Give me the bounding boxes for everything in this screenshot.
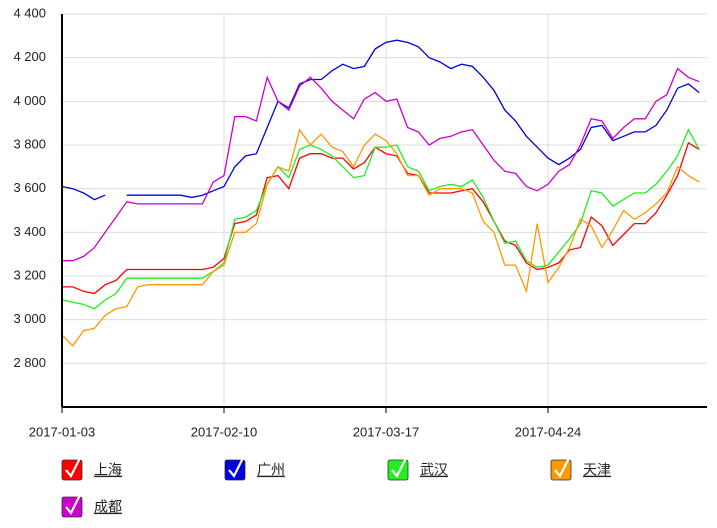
- y-tick-label: 4 200: [13, 49, 46, 64]
- legend-label[interactable]: 上海: [94, 462, 122, 478]
- legend-label[interactable]: 天津: [583, 462, 611, 478]
- series-line: [62, 141, 700, 295]
- legend-check[interactable]: [554, 457, 570, 478]
- legend-swatch[interactable]: [387, 459, 409, 481]
- y-tick-label: 2 800: [13, 355, 46, 370]
- legend-item[interactable]: 成都: [61, 494, 122, 518]
- legend-label[interactable]: 广州: [257, 462, 285, 478]
- legend-check[interactable]: [391, 457, 407, 478]
- y-tick-label: 3 400: [13, 224, 46, 239]
- y-tick-label: 4 400: [13, 5, 46, 20]
- x-tick-label: 2017-04-24: [515, 424, 582, 439]
- series-line: [61, 39, 700, 201]
- series-line: [61, 128, 700, 347]
- legend-label[interactable]: 武汉: [420, 462, 448, 478]
- legend-item[interactable]: 天津: [550, 457, 611, 481]
- legend-item[interactable]: 武汉: [387, 457, 448, 481]
- y-tick-label: 3 000: [13, 311, 46, 326]
- y-tick-label: 4 000: [13, 93, 46, 108]
- series-line: [62, 67, 700, 262]
- x-tick-label: 2017-02-10: [191, 424, 258, 439]
- x-tick-label: 2017-01-03: [29, 424, 96, 439]
- legend-check[interactable]: [65, 494, 81, 515]
- legend-label[interactable]: 成都: [94, 499, 122, 515]
- series-line: [61, 128, 700, 310]
- legend-check[interactable]: [228, 457, 244, 478]
- legend-item[interactable]: 广州: [224, 457, 285, 481]
- y-tick-label: 3 200: [13, 267, 46, 282]
- legend-item[interactable]: 上海: [61, 457, 122, 481]
- y-tick-label: 3 600: [13, 180, 46, 195]
- legend-check[interactable]: [65, 457, 81, 478]
- legend-swatch[interactable]: [224, 459, 246, 481]
- y-tick-label: 3 800: [13, 136, 46, 151]
- legend-swatch[interactable]: [550, 459, 572, 481]
- legend-swatch[interactable]: [61, 496, 83, 518]
- x-tick-label: 2017-03-17: [353, 424, 420, 439]
- legend-swatch[interactable]: [61, 459, 83, 481]
